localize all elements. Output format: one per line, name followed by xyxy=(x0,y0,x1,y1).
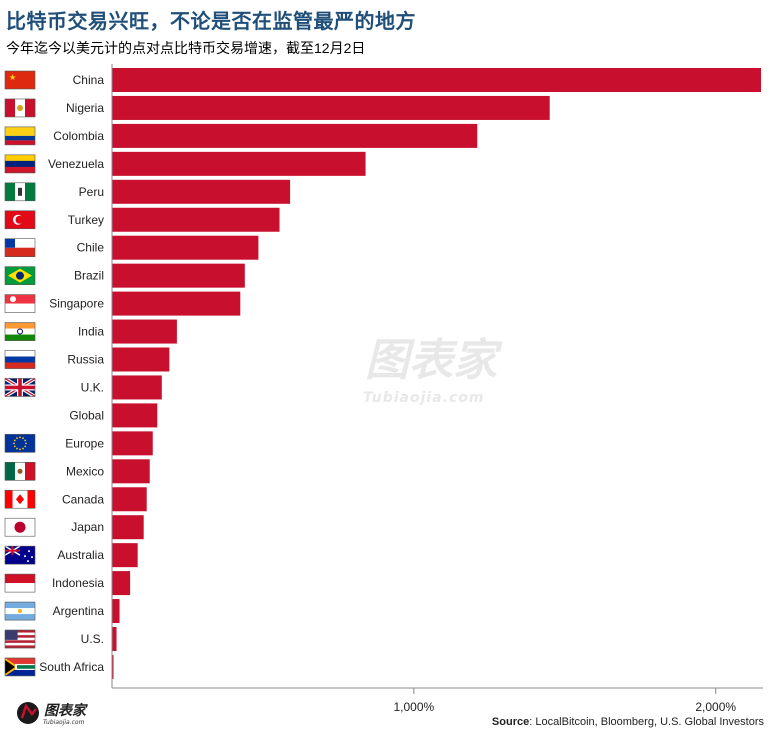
bar-india xyxy=(112,319,177,344)
watermark-subtext: Tubiaojia.com xyxy=(363,390,484,406)
category-label: South Africa xyxy=(39,660,104,674)
category-label: U.K. xyxy=(81,380,104,394)
source-text: : LocalBitcoin, Bloomberg, U.S. Global I… xyxy=(529,716,764,728)
bar-europe xyxy=(112,431,153,456)
category-label: Singapore xyxy=(49,297,104,311)
bar-singapore xyxy=(112,291,241,316)
category-label: Venezuela xyxy=(48,157,104,171)
category-label: Indonesia xyxy=(52,576,104,590)
category-label: Australia xyxy=(57,548,104,562)
category-label: Nigeria xyxy=(66,101,104,115)
category-label: Mexico xyxy=(66,464,104,478)
x-tick-label: 1,000% xyxy=(394,700,435,714)
category-label: Russia xyxy=(67,353,104,367)
category-label: Peru xyxy=(79,185,104,199)
bar-canada xyxy=(112,487,147,512)
category-label: Global xyxy=(69,408,104,422)
watermark: 图表家 Tubiaojia.com xyxy=(363,335,503,406)
bar-u-k xyxy=(112,375,162,400)
bar-south-africa xyxy=(112,654,114,679)
indonesia-flag-icon xyxy=(4,573,36,593)
canada-flag-icon xyxy=(4,489,36,509)
bar-colombia xyxy=(112,123,478,148)
bar-u-s xyxy=(112,627,117,651)
bar-australia xyxy=(112,543,138,568)
chile-flag-icon xyxy=(4,238,36,257)
x-tick-label: 2,000% xyxy=(695,700,736,714)
bar-nigeria xyxy=(112,95,550,120)
japan-flag-icon xyxy=(4,517,36,537)
category-label: Canada xyxy=(62,492,104,506)
peru-flag-icon xyxy=(4,182,36,202)
nigeria-flag-icon xyxy=(4,98,36,118)
mexico-flag-icon xyxy=(4,461,36,481)
bar-japan xyxy=(112,515,144,540)
logo: 图表家 Tubiaojia.com xyxy=(17,702,88,726)
australia-flag-icon xyxy=(4,545,36,565)
bar-chile xyxy=(112,235,259,260)
south-africa-flag-icon xyxy=(4,657,36,677)
bar-china xyxy=(112,68,761,92)
category-label: Turkey xyxy=(68,213,104,227)
svg-text:★: ★ xyxy=(9,73,16,82)
source-note: Source: LocalBitcoin, Bloomberg, U.S. Gl… xyxy=(492,716,764,728)
china-flag-icon: ★ xyxy=(4,70,36,90)
us-flag-icon xyxy=(4,629,36,649)
logo-text: 图表家 xyxy=(44,702,88,719)
bar-indonesia xyxy=(112,571,131,596)
category-label: Japan xyxy=(71,520,104,534)
category-label: Europe xyxy=(65,436,104,450)
source-label: Source xyxy=(491,716,530,728)
chart-subtitle: 今年迄今以美元计的点对点比特币交易增速，截至12月2日 xyxy=(6,40,366,56)
watermark-text: 图表家 xyxy=(365,335,503,386)
category-label: Brazil xyxy=(74,269,104,283)
brazil-flag-icon xyxy=(4,266,36,285)
russia-flag-icon xyxy=(4,350,36,369)
argentina-flag-icon xyxy=(4,601,36,621)
bar-argentina xyxy=(112,599,120,624)
bar-peru xyxy=(112,179,291,204)
venezuela-flag-icon xyxy=(4,154,36,174)
uk-flag-icon xyxy=(4,376,36,398)
bar-global xyxy=(112,403,158,428)
bar-turkey xyxy=(112,207,280,232)
singapore-flag-icon xyxy=(4,294,36,313)
category-label: India xyxy=(78,325,104,339)
logo-subtext: Tubiaojia.com xyxy=(43,719,85,726)
category-label: China xyxy=(73,73,105,87)
india-flag-icon xyxy=(4,322,36,341)
category-label: U.S. xyxy=(81,632,104,646)
eu-flag-icon xyxy=(4,434,36,453)
category-label: Chile xyxy=(77,241,105,255)
bar-mexico xyxy=(112,459,150,484)
category-label: Argentina xyxy=(53,604,105,618)
turkey-flag-icon xyxy=(4,210,36,230)
chart-title: 比特币交易兴旺，不论是否在监管最严的地方 xyxy=(6,11,416,33)
bar-venezuela xyxy=(112,151,366,176)
logo-icon xyxy=(17,702,39,724)
colombia-flag-icon xyxy=(4,126,36,146)
bar-brazil xyxy=(112,263,245,288)
bar-russia xyxy=(112,347,170,372)
category-label: Colombia xyxy=(53,129,104,143)
